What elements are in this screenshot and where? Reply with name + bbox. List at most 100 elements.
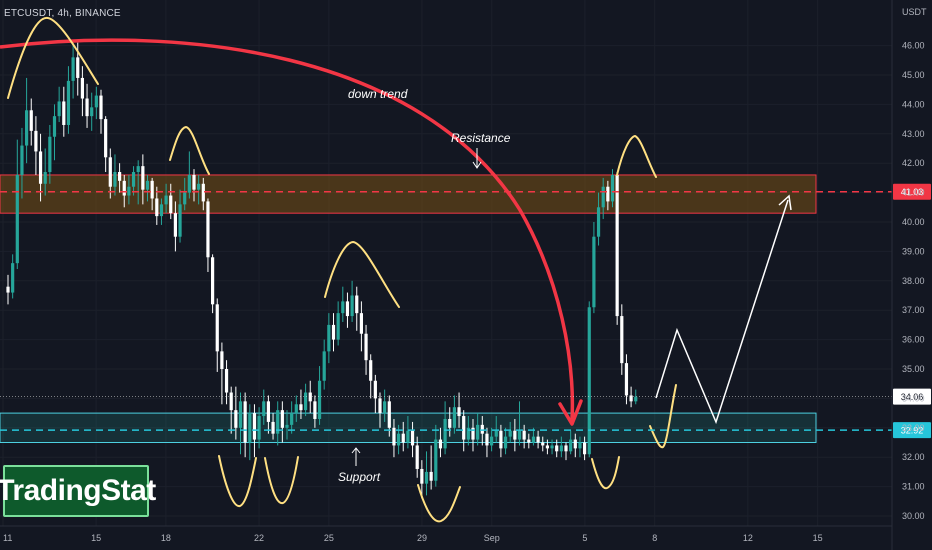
candle-body	[29, 110, 33, 131]
candle-body	[48, 136, 52, 173]
y-tick-label: 42.00	[902, 158, 925, 168]
support-arrow	[351, 447, 361, 466]
candle-body	[424, 471, 429, 484]
candle-body	[20, 145, 24, 175]
candle-body	[503, 436, 508, 449]
candle-body	[62, 101, 66, 125]
trough-mark-2	[264, 456, 299, 505]
x-tick-label: 25	[324, 533, 334, 543]
candle-body	[462, 416, 466, 440]
candle-body	[211, 257, 215, 305]
candle-body	[466, 427, 470, 440]
candle-body	[587, 307, 591, 455]
candle-body	[359, 313, 363, 334]
candle-body	[122, 180, 126, 196]
candle-body	[248, 413, 252, 443]
candle-body	[178, 204, 182, 237]
candle-body	[569, 439, 573, 452]
candle-body	[80, 77, 84, 99]
candle-body	[438, 439, 443, 449]
candle-body	[397, 433, 401, 446]
candle-body	[457, 407, 461, 417]
axis-unit: USDT	[902, 7, 927, 17]
candle-body	[350, 295, 354, 317]
candle-body	[527, 439, 531, 443]
candle-body	[564, 445, 568, 452]
candle-body	[499, 430, 503, 449]
candle-body	[220, 351, 224, 369]
price-label-text: 32.92	[901, 426, 924, 436]
candle-body	[578, 442, 582, 449]
resistance-arrow	[472, 148, 482, 169]
candle-body	[480, 424, 484, 434]
candle-body	[159, 204, 164, 217]
candle-body	[266, 401, 270, 422]
candles	[6, 42, 638, 499]
price-label-text: 41.03	[901, 187, 924, 197]
projection-path	[655, 199, 789, 425]
candle-body	[136, 166, 140, 173]
candle-body	[378, 398, 382, 414]
candle-body	[513, 430, 517, 440]
candle-body	[331, 324, 336, 340]
candle-body	[545, 445, 549, 449]
x-tick-label: 18	[161, 533, 171, 543]
candle-body	[494, 430, 498, 437]
candle-body	[610, 174, 615, 202]
price-label-bg	[893, 388, 931, 405]
candle-body	[243, 401, 247, 443]
support-label: Support	[338, 470, 381, 484]
resistance-label: Resistance	[451, 131, 511, 145]
y-tick-label: 32.00	[902, 452, 925, 462]
candle-body	[624, 363, 629, 396]
x-tick-label: 15	[91, 533, 101, 543]
candle-body	[420, 468, 424, 484]
zones	[0, 174, 817, 444]
candle-body	[285, 424, 289, 428]
projection-arrowhead	[778, 194, 792, 211]
candle-body	[429, 471, 433, 481]
trough-mark-5	[649, 384, 677, 449]
candle-body	[317, 380, 322, 419]
candle-body	[341, 301, 345, 314]
candle-body	[308, 392, 312, 402]
x-tick-label: Sep	[484, 533, 500, 543]
candle-body	[304, 392, 308, 411]
candle-body	[471, 427, 475, 440]
x-tick-label: 22	[254, 533, 264, 543]
x-tick-label: 29	[417, 533, 427, 543]
y-tick-label: 30.00	[902, 511, 925, 521]
candle-body	[15, 174, 19, 264]
resistance-zone	[0, 174, 817, 214]
x-tick-label: 12	[743, 533, 753, 543]
candle-body	[99, 95, 103, 120]
x-tick-label: 8	[652, 533, 657, 543]
candle-body	[206, 201, 210, 258]
candle-body	[6, 286, 10, 293]
candle-body	[11, 263, 15, 293]
candle-body	[34, 130, 38, 152]
candle-body	[108, 157, 112, 187]
x-tick-label: 15	[813, 533, 823, 543]
candle-body	[197, 183, 201, 190]
candle-body	[201, 183, 205, 202]
x-tick-label: 11	[3, 533, 12, 543]
candle-body	[299, 404, 303, 411]
price-label-text: 34.06	[901, 392, 924, 402]
candle-body	[476, 424, 480, 440]
y-tick-label: 39.00	[902, 246, 925, 256]
candle-body	[276, 410, 280, 434]
candle-body	[508, 430, 512, 437]
drawings	[0, 16, 792, 523]
candle-body	[522, 430, 526, 440]
time-axis: 11 15 18 22 25 29 Sep 5 8 12 15	[0, 525, 892, 543]
candle-body	[76, 57, 80, 78]
price-axis: USDT 46.00 45.00 44.00 43.00 42.00 41.00 40.00…	[891, 0, 927, 550]
candle-body	[485, 433, 489, 446]
y-tick-label: 40.00	[902, 217, 925, 227]
candle-body	[629, 395, 633, 402]
candle-body	[345, 301, 350, 317]
price-label-bg	[893, 422, 931, 439]
candle-body	[573, 439, 577, 449]
